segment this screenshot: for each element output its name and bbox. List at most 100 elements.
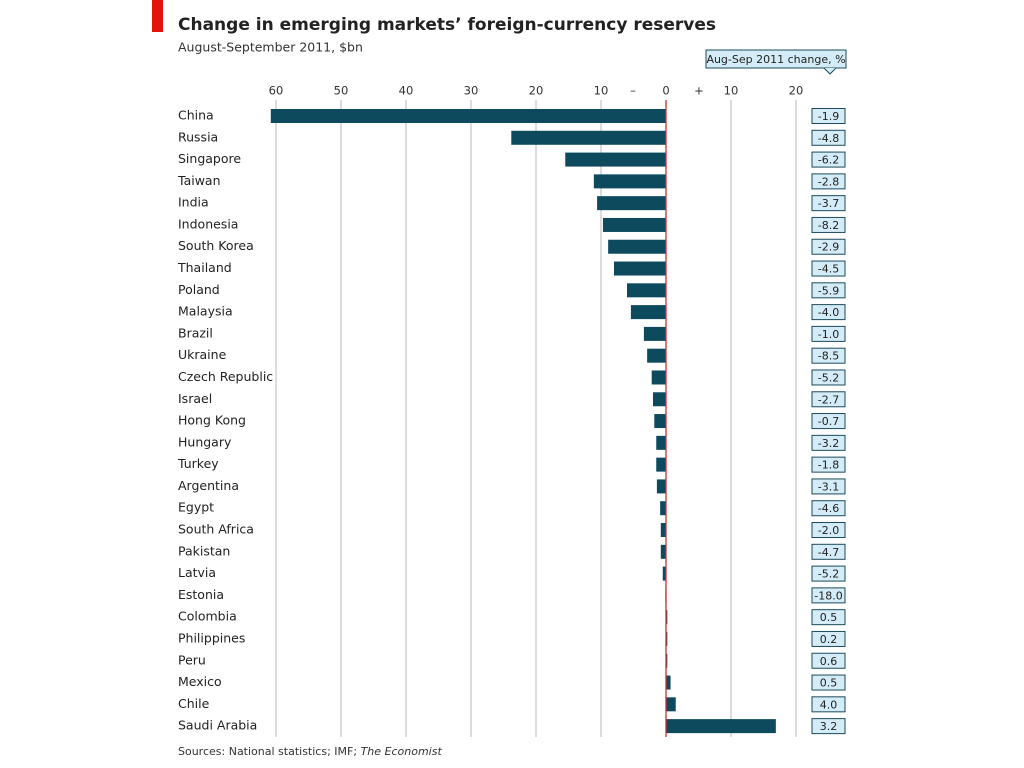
change-box [811, 652, 846, 669]
bar [565, 152, 666, 167]
change-label: -3.7 [818, 197, 839, 210]
change-label: -3.2 [818, 437, 839, 450]
x-tick-label: 50 [334, 84, 349, 98]
source-publication: The Economist [361, 745, 443, 758]
x-tick-label: 30 [464, 84, 479, 98]
y-tick-label: Russia [178, 129, 218, 144]
positive-sign: + [694, 84, 704, 98]
change-box [811, 456, 846, 473]
bar [653, 392, 666, 407]
bar [666, 697, 676, 712]
bar [630, 305, 666, 320]
bar [656, 435, 666, 450]
change-label: -4.8 [818, 132, 839, 145]
bar [651, 370, 666, 385]
change-box [811, 696, 846, 713]
change-label: 0.5 [820, 677, 838, 690]
y-tick-label: China [178, 108, 214, 123]
change-box [811, 718, 846, 735]
change-label: -4.6 [818, 502, 839, 515]
bar [666, 719, 776, 734]
bar [654, 414, 666, 429]
bar [643, 326, 666, 341]
y-tick-label: Chile [178, 696, 210, 711]
bar [647, 348, 666, 363]
change-label: -8.2 [818, 219, 839, 232]
brand-bar [152, 0, 163, 32]
change-box [811, 173, 846, 190]
y-tick-label: Israel [178, 391, 212, 406]
x-tick-label: 10 [724, 84, 739, 98]
y-tick-label: Poland [178, 282, 220, 297]
change-label: -8.5 [818, 350, 839, 363]
change-box [811, 500, 846, 517]
change-box [811, 391, 846, 408]
change-label: -6.2 [818, 154, 839, 167]
change-box [811, 347, 846, 364]
y-tick-label: Pakistan [178, 543, 230, 558]
change-box [811, 195, 846, 212]
y-tick-label: Turkey [177, 456, 219, 471]
x-tick-label: 20 [789, 84, 804, 98]
y-tick-label: South Korea [178, 238, 254, 253]
y-tick-label: Thailand [177, 260, 232, 275]
y-tick-label: Mexico [178, 674, 222, 689]
bar [656, 457, 666, 472]
y-tick-label: Latvia [178, 565, 216, 580]
y-tick-label: Hungary [178, 434, 232, 449]
y-tick-label: Czech Republic [178, 369, 273, 384]
bar [597, 196, 666, 211]
y-tick-label: Brazil [178, 325, 213, 340]
source-text: Sources: National statistics; IMF; [178, 745, 357, 758]
change-box [811, 630, 846, 647]
change-box [811, 260, 846, 277]
changes-header-box [705, 49, 847, 69]
change-box [811, 282, 846, 299]
change-box [811, 413, 846, 430]
change-box [811, 674, 846, 691]
change-label: 3.2 [820, 720, 838, 733]
y-tick-label: Peru [178, 652, 206, 667]
y-tick-label: Indonesia [178, 216, 238, 231]
y-tick-label: India [178, 195, 209, 210]
change-box [811, 434, 846, 451]
change-label: -1.0 [818, 328, 839, 341]
bar [270, 109, 666, 123]
change-label: -2.0 [818, 524, 839, 537]
change-box [811, 129, 846, 146]
source: Sources: National statistics; IMF; The E… [178, 745, 442, 758]
x-tick-label: 60 [269, 84, 284, 98]
negative-sign: – [630, 84, 636, 98]
change-label: -5.2 [818, 371, 839, 384]
change-label: -5.9 [818, 284, 839, 297]
change-label: 4.0 [820, 698, 838, 711]
change-label: -4.7 [818, 546, 839, 559]
bar [511, 130, 666, 145]
y-tick-label: Philippines [178, 630, 245, 645]
bar [614, 261, 666, 276]
change-label: -2.8 [818, 175, 839, 188]
y-tick-label: Argentina [178, 478, 239, 493]
bar [662, 566, 666, 581]
change-box [811, 609, 846, 626]
change-box [811, 522, 846, 539]
change-label: 0.6 [820, 655, 838, 668]
change-box [811, 369, 846, 386]
bar [666, 653, 668, 668]
bar [660, 523, 666, 538]
y-tick-label: South Africa [178, 522, 254, 537]
x-tick-label: 0 [662, 84, 669, 98]
y-tick-label: Taiwan [177, 173, 221, 188]
bar [656, 479, 666, 494]
changes-header-pointer [823, 67, 837, 75]
y-tick-label: Malaysia [178, 304, 233, 319]
change-label: -5.2 [818, 568, 839, 581]
change-label: -3.1 [818, 480, 839, 493]
change-box [811, 543, 846, 560]
change-label: -4.0 [818, 306, 839, 319]
bar [666, 675, 671, 690]
change-box [811, 216, 846, 233]
change-label: -1.8 [818, 459, 839, 472]
bar [660, 501, 666, 516]
